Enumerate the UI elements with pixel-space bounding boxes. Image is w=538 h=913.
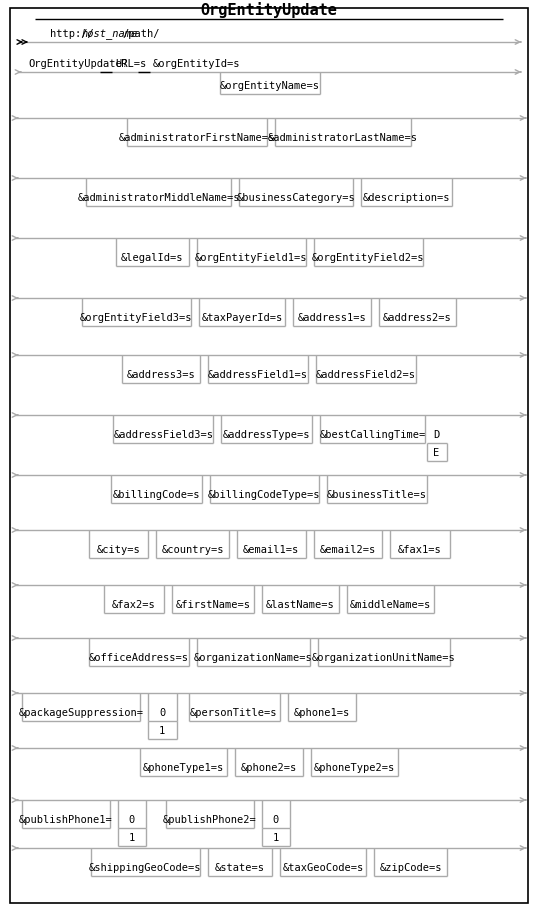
- Text: D: D: [433, 430, 439, 440]
- Text: 0: 0: [159, 708, 165, 718]
- Text: E: E: [433, 448, 439, 458]
- Text: &firstName=s: &firstName=s: [175, 600, 250, 610]
- Text: &addressField3=s: &addressField3=s: [114, 430, 213, 440]
- Text: &administratorFirstName=s: &administratorFirstName=s: [119, 133, 275, 143]
- Text: &billingCode=s: &billingCode=s: [113, 490, 200, 500]
- Text: &phoneType2=s: &phoneType2=s: [314, 763, 395, 773]
- Text: host_name: host_name: [81, 28, 138, 39]
- Text: &description=s: &description=s: [363, 193, 450, 203]
- Text: &phone2=s: &phone2=s: [241, 763, 297, 773]
- Text: http://: http://: [50, 29, 94, 39]
- Text: &packageSuppression=: &packageSuppression=: [18, 708, 144, 718]
- Text: &city=s: &city=s: [96, 545, 140, 555]
- Text: &address2=s: &address2=s: [383, 313, 452, 323]
- Text: URL=s: URL=s: [115, 59, 146, 69]
- Text: &fax1=s: &fax1=s: [398, 545, 442, 555]
- Text: &publishPhone2=: &publishPhone2=: [163, 815, 257, 825]
- Text: OrgEntityUpdate: OrgEntityUpdate: [201, 2, 337, 18]
- Text: &email2=s: &email2=s: [320, 545, 376, 555]
- Text: 1: 1: [129, 833, 135, 843]
- Text: &taxPayerId=s: &taxPayerId=s: [201, 313, 282, 323]
- Text: &address1=s: &address1=s: [298, 313, 366, 323]
- Text: &orgEntityField2=s: &orgEntityField2=s: [312, 253, 424, 263]
- Text: &addressField1=s: &addressField1=s: [208, 370, 308, 380]
- Text: &address3=s: &address3=s: [126, 370, 195, 380]
- Text: &businessTitle=s: &businessTitle=s: [327, 490, 427, 500]
- Text: &administratorMiddleName=s: &administratorMiddleName=s: [77, 193, 240, 203]
- Text: &administratorLastName=s: &administratorLastName=s: [268, 133, 418, 143]
- Text: &legalId=s: &legalId=s: [121, 253, 183, 263]
- Text: &officeAddress=s: &officeAddress=s: [88, 653, 188, 663]
- Text: 0: 0: [273, 815, 279, 825]
- Text: &personTitle=s: &personTitle=s: [190, 708, 278, 718]
- Text: &bestCallingTime=: &bestCallingTime=: [320, 430, 426, 440]
- Text: &email1=s: &email1=s: [243, 545, 299, 555]
- Text: &country=s: &country=s: [161, 545, 224, 555]
- Text: &shippingGeoCode=s: &shippingGeoCode=s: [89, 863, 202, 873]
- Text: &addressField2=s: &addressField2=s: [316, 370, 416, 380]
- Text: &businessCategory=s: &businessCategory=s: [237, 193, 356, 203]
- Text: 1: 1: [273, 833, 279, 843]
- Text: &organizationUnitName=s: &organizationUnitName=s: [312, 653, 456, 663]
- Text: &phoneType1=s: &phoneType1=s: [143, 763, 224, 773]
- Text: &publishPhone1=: &publishPhone1=: [19, 815, 112, 825]
- Text: &phone1=s: &phone1=s: [294, 708, 350, 718]
- Text: OrgEntityUpdate?: OrgEntityUpdate?: [28, 59, 128, 69]
- Text: &organizationName=s: &organizationName=s: [194, 653, 313, 663]
- Text: &orgEntityName=s: &orgEntityName=s: [220, 81, 320, 91]
- Text: &orgEntityField1=s: &orgEntityField1=s: [195, 253, 307, 263]
- Text: /path/: /path/: [122, 29, 159, 39]
- Text: 0: 0: [129, 815, 135, 825]
- Text: 1: 1: [159, 726, 165, 736]
- Text: &orgEntityId=s: &orgEntityId=s: [152, 59, 240, 69]
- Text: &taxGeoCode=s: &taxGeoCode=s: [282, 863, 364, 873]
- Text: &zipCode=s: &zipCode=s: [379, 863, 442, 873]
- Text: &lastName=s: &lastName=s: [266, 600, 335, 610]
- Text: &billingCodeType=s: &billingCodeType=s: [208, 490, 321, 500]
- Text: &state=s: &state=s: [215, 863, 265, 873]
- Text: &middleName=s: &middleName=s: [350, 600, 431, 610]
- Text: &orgEntityField3=s: &orgEntityField3=s: [80, 313, 193, 323]
- Text: &fax2=s: &fax2=s: [112, 600, 156, 610]
- Text: &addressType=s: &addressType=s: [223, 430, 310, 440]
